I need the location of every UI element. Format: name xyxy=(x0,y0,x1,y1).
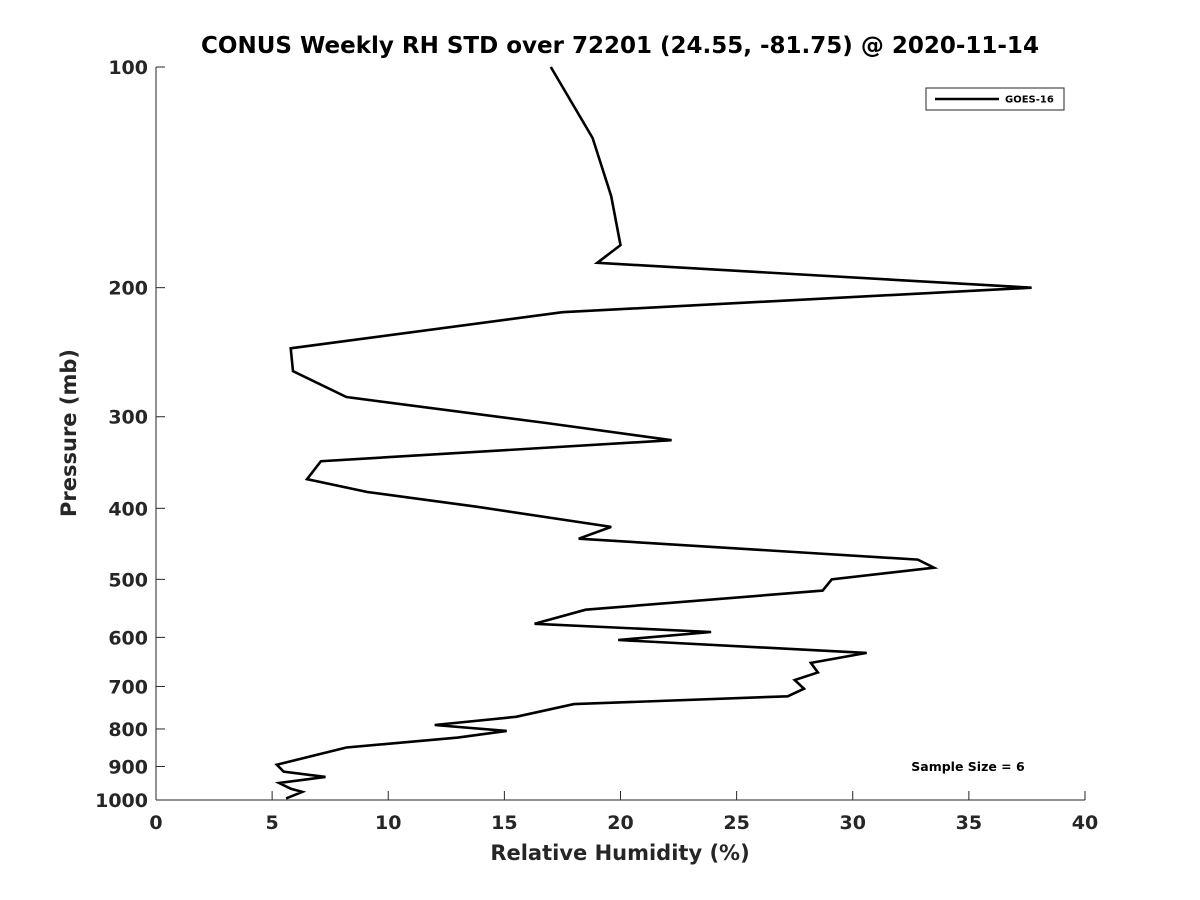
x-tick-label: 0 xyxy=(149,812,162,834)
y-tick-label: 400 xyxy=(108,498,148,520)
y-ticks: 100 200 300 400 500 600 700 800 900 1000 xyxy=(95,57,165,812)
y-tick-label: 700 xyxy=(108,676,148,698)
series-line-goes-16 xyxy=(274,66,1032,800)
x-tick-label: 15 xyxy=(491,812,517,834)
x-tick-label: 20 xyxy=(607,812,633,834)
y-tick-label: 100 xyxy=(108,57,148,79)
x-tick-label: 40 xyxy=(1072,812,1098,834)
y-tick-label: 200 xyxy=(108,278,148,300)
legend-entry-goes-16: GOES-16 xyxy=(1005,95,1054,106)
x-axis-label: Relative Humidity (%) xyxy=(490,841,749,865)
y-tick-label: 300 xyxy=(108,407,148,429)
x-tick-label: 10 xyxy=(375,812,401,834)
x-tick-label: 5 xyxy=(266,812,279,834)
y-tick-label: 1000 xyxy=(95,790,148,812)
x-ticks: 0 5 10 15 20 25 30 35 40 xyxy=(149,791,1098,834)
y-axis-label: Pressure (mb) xyxy=(57,349,81,517)
x-tick-label: 25 xyxy=(723,812,749,834)
x-tick-label: 35 xyxy=(956,812,982,834)
x-tick-label: 30 xyxy=(840,812,866,834)
y-tick-label: 800 xyxy=(108,719,148,741)
y-tick-label: 600 xyxy=(108,627,148,649)
legend: GOES-16 xyxy=(925,87,1065,111)
y-tick-label: 900 xyxy=(108,756,148,778)
sample-size-annotation: Sample Size = 6 xyxy=(911,759,1025,774)
y-tick-label: 500 xyxy=(108,569,148,591)
chart-title: CONUS Weekly RH STD over 72201 (24.55, -… xyxy=(201,33,1039,59)
